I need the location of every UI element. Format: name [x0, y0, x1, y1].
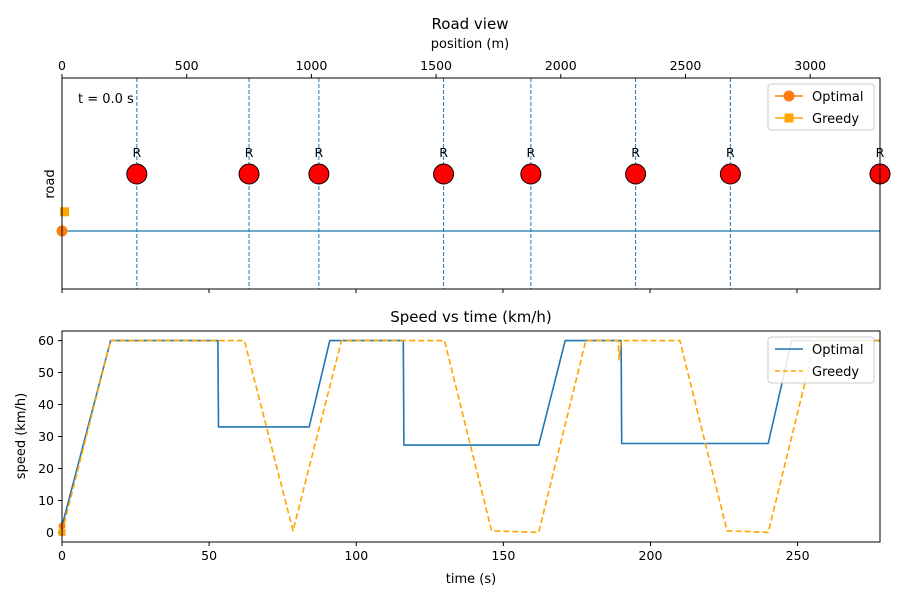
speed-x-tick-label: 200 [639, 548, 663, 563]
traffic-signal-marker [520, 163, 542, 185]
traffic-signal-label: R [631, 145, 640, 160]
traffic-signal-label: R [726, 145, 735, 160]
series-line-optimal [61, 339, 880, 527]
road-x-tick-label: 0 [58, 58, 66, 73]
speed-x-tick-label: 0 [58, 548, 66, 563]
speed-x-tick-label: 150 [491, 548, 515, 563]
traffic-signal-label: R [245, 145, 254, 160]
traffic-signal-marker [719, 163, 741, 185]
vehicle-markers [56, 207, 69, 237]
time-annotation: t = 0.0 s [78, 92, 134, 107]
traffic-signal-marker [433, 163, 455, 185]
speed-axis-ticks: 0 50 100 150 200 250 0 10 20 30 40 50 60 [38, 333, 809, 563]
road-x-tick-label: 1500 [420, 58, 452, 73]
speed-series [58, 339, 880, 536]
traffic-signal-marker [625, 163, 647, 185]
road-x-tick-label: 2500 [670, 58, 702, 73]
speed-x-tick-label: 250 [786, 548, 810, 563]
speed-legend-optimal-label: Optimal [812, 343, 863, 358]
speed-x-axis-label: time (s) [446, 572, 496, 587]
traffic-signal-label: R [527, 145, 536, 160]
speed-x-tick-label: 50 [201, 548, 217, 563]
road-x-tick-label: 2000 [545, 58, 577, 73]
speed-y-tick-label: 40 [38, 397, 54, 412]
road-legend-optimal-label: Optimal [812, 90, 863, 105]
road-x-tick-label: 3000 [794, 58, 826, 73]
series-line-greedy [61, 339, 880, 534]
legend-optimal-marker [783, 90, 795, 102]
speed-chart-title: Speed vs time (km/h) [390, 308, 551, 326]
road-y-axis-label: road [43, 169, 58, 198]
speed-y-tick-label: 30 [38, 429, 54, 444]
traffic-signal-label: R [315, 145, 324, 160]
speed-legend: Optimal Greedy [767, 336, 875, 384]
legend-greedy-marker [784, 113, 794, 123]
traffic-signal-label: R [132, 145, 141, 160]
speed-plot-frame [61, 330, 881, 543]
speed-x-tick-label: 100 [344, 548, 368, 563]
road-x-axis-label: position (m) [431, 37, 509, 52]
traffic-signal-marker [126, 163, 148, 185]
traffic-signal-label: R [439, 145, 448, 160]
road-legend: Optimal Greedy [767, 83, 875, 131]
speed-y-axis-label: speed (km/h) [14, 393, 29, 479]
traffic-signal-marker [238, 163, 260, 185]
speed-y-tick-label: 50 [38, 365, 54, 380]
speed-y-tick-label: 60 [38, 333, 54, 348]
traffic-signal-marker [308, 163, 330, 185]
speed-time-chart: Speed vs time (km/h) 0 50 100 150 200 250 0 10 2… [14, 308, 881, 587]
speed-y-tick-label: 20 [38, 461, 54, 476]
road-plot-frame [61, 77, 881, 290]
road-chart-title: Road view [432, 15, 509, 33]
speed-y-tick-label: 10 [38, 493, 54, 508]
road-legend-greedy-label: Greedy [812, 112, 859, 127]
road-x-ticks: 0 500 1000 1500 2000 2500 3000 [58, 58, 826, 293]
road-x-tick-label: 500 [175, 58, 199, 73]
road-x-tick-label: 1000 [295, 58, 327, 73]
speed-y-tick-label: 0 [46, 525, 54, 540]
vehicle-greedy-marker [59, 207, 69, 217]
speed-legend-greedy-label: Greedy [812, 365, 859, 380]
